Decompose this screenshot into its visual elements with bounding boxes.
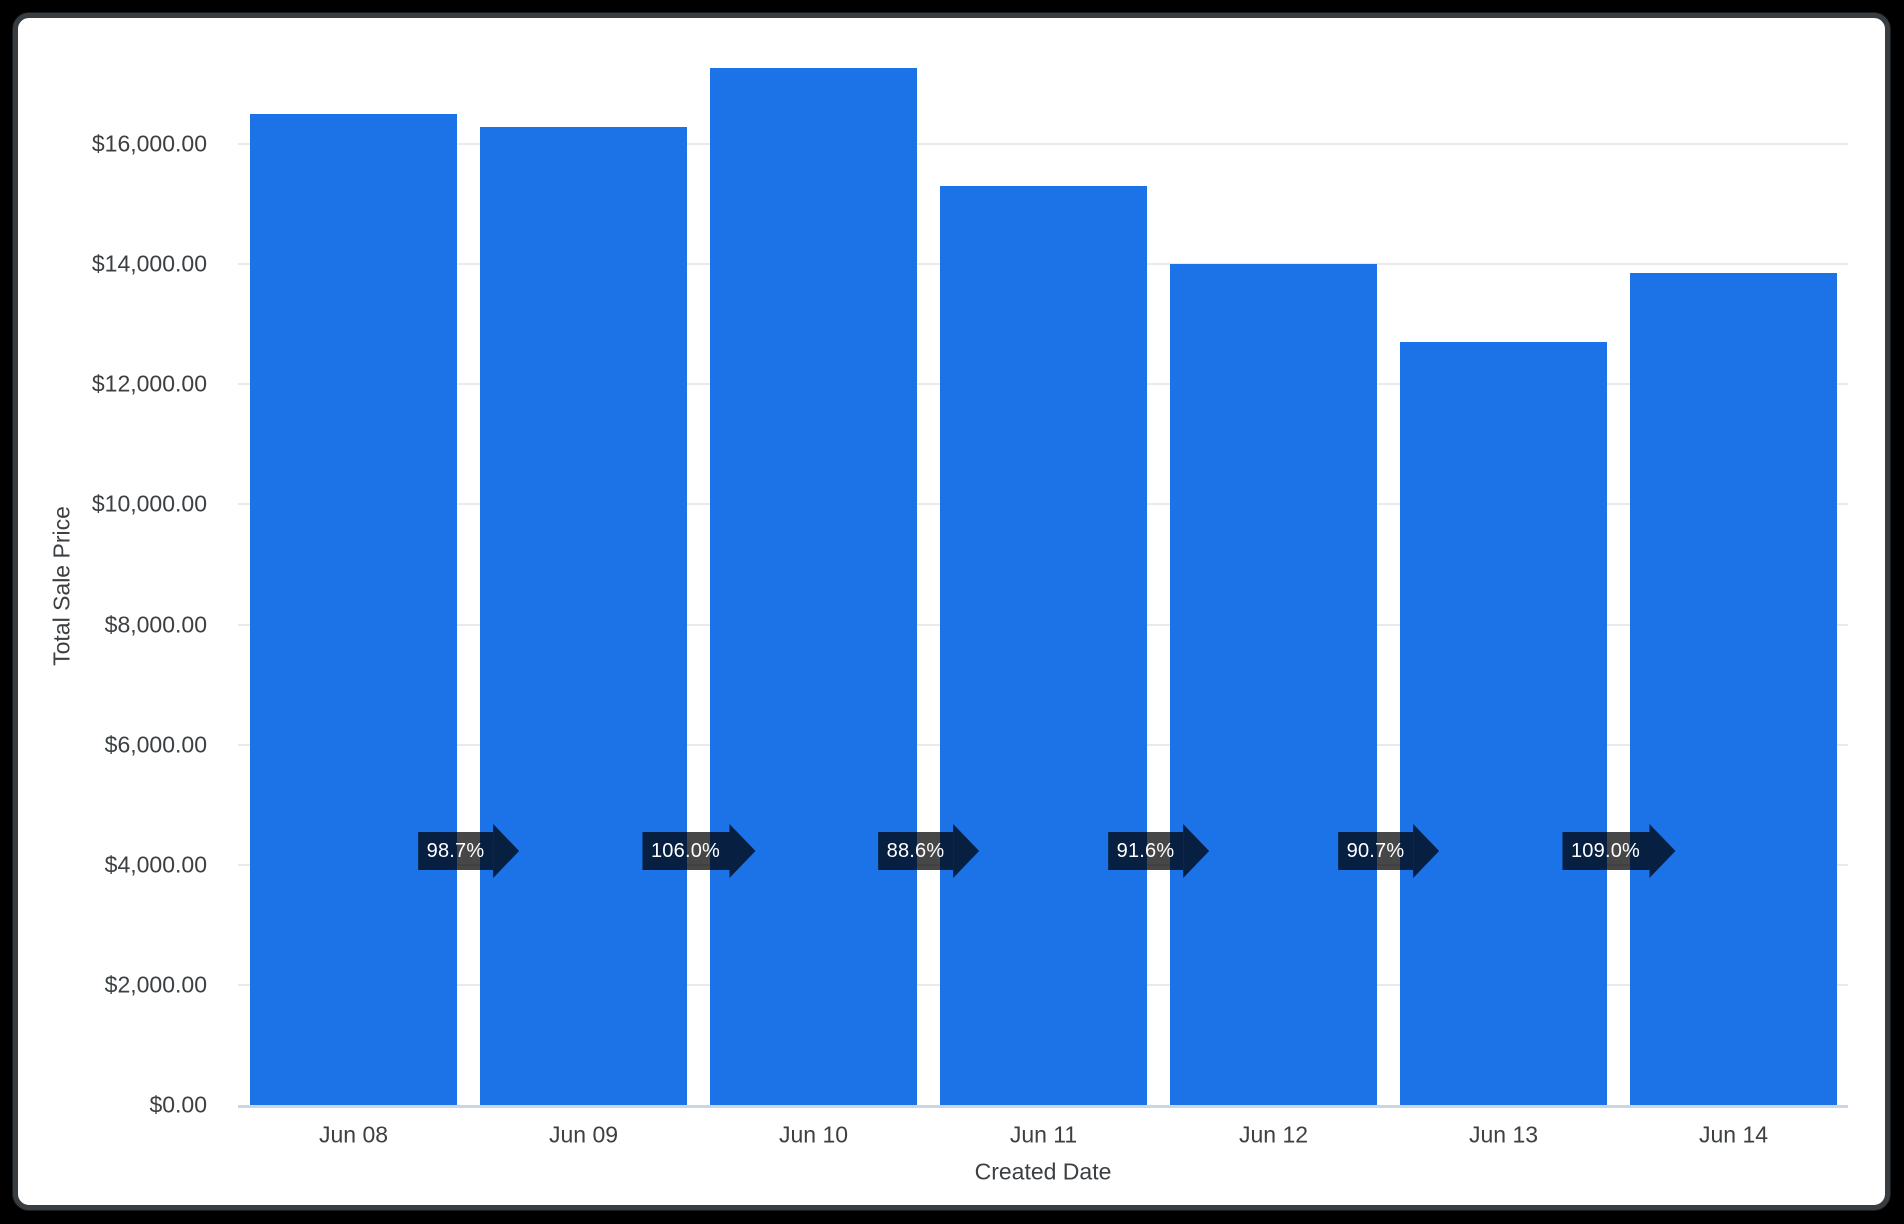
y-axis-tick-label: $14,000.00 xyxy=(91,250,207,277)
bar-jun-11[interactable] xyxy=(940,186,1147,1105)
x-axis-tick-label: Jun 12 xyxy=(1238,1121,1309,1148)
x-axis-tick-label: Jun 13 xyxy=(1468,1121,1539,1148)
y-axis-tick-label: $6,000.00 xyxy=(104,731,207,758)
bar-jun-12[interactable] xyxy=(1170,263,1377,1105)
bar-jun-09[interactable] xyxy=(480,126,687,1105)
x-axis-baseline xyxy=(238,1105,1848,1108)
y-axis-tick-label: $10,000.00 xyxy=(91,490,207,517)
growth-badge-value: 88.6% xyxy=(877,832,954,870)
growth-badge-value: 98.7% xyxy=(417,832,494,870)
growth-arrow-badge: 109.0% xyxy=(1561,824,1676,878)
right-arrow-icon xyxy=(1649,824,1676,878)
growth-badge-value: 91.6% xyxy=(1107,832,1184,870)
y-axis-tick-label: $8,000.00 xyxy=(104,611,207,637)
growth-arrow-badge: 98.7% xyxy=(417,824,520,878)
right-arrow-icon xyxy=(1183,824,1210,878)
y-axis-tick-label: $0.00 xyxy=(149,1091,207,1118)
growth-arrow-badge: 106.0% xyxy=(641,824,756,878)
growth-arrow-badge: 88.6% xyxy=(877,824,980,878)
growth-badge-value: 106.0% xyxy=(641,832,730,870)
right-arrow-icon xyxy=(953,824,980,878)
bar-jun-10[interactable] xyxy=(710,68,917,1105)
x-axis-title: Created Date xyxy=(974,1158,1112,1185)
growth-badge-value: 109.0% xyxy=(1561,832,1650,870)
bar-jun-08[interactable] xyxy=(250,113,457,1105)
right-arrow-icon xyxy=(729,824,756,878)
x-axis-tick-label: Jun 10 xyxy=(778,1121,849,1148)
right-arrow-icon xyxy=(493,824,520,878)
growth-arrow-badge: 90.7% xyxy=(1337,824,1440,878)
y-axis-tick-label: $4,000.00 xyxy=(104,851,207,878)
bar-jun-13[interactable] xyxy=(1400,341,1607,1105)
y-axis-tick-label: $2,000.00 xyxy=(104,971,207,998)
y-axis-title: Total Sale Price xyxy=(48,506,75,666)
growth-arrow-badge: 91.6% xyxy=(1107,824,1210,878)
x-axis-tick-label: Jun 14 xyxy=(1698,1121,1769,1148)
x-axis-tick-label: Jun 09 xyxy=(548,1121,619,1148)
bar-jun-14[interactable] xyxy=(1630,273,1837,1105)
gridline-16000 xyxy=(238,143,1848,145)
right-arrow-icon xyxy=(1413,824,1440,878)
growth-badge-value: 90.7% xyxy=(1337,832,1414,870)
y-axis-tick-label: $12,000.00 xyxy=(91,370,207,397)
y-axis-tick-label: $16,000.00 xyxy=(91,130,207,157)
x-axis-tick-label: Jun 08 xyxy=(318,1121,389,1148)
x-axis-tick-label: Jun 11 xyxy=(1009,1121,1078,1148)
